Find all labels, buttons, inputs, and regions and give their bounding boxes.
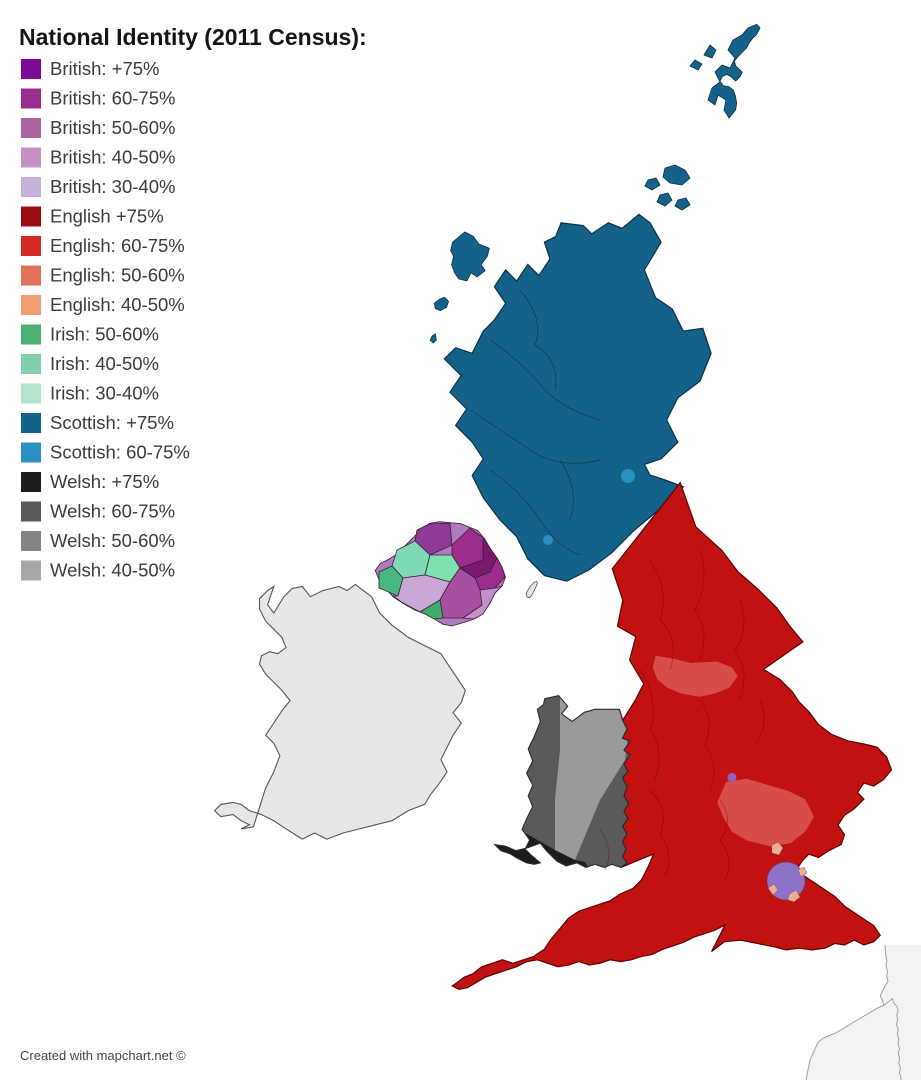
svg-text:British: 40-50%: British: 40-50% bbox=[50, 147, 175, 168]
svg-text:English: 40-50%: English: 40-50% bbox=[50, 294, 185, 315]
svg-text:British: 60-75%: British: 60-75% bbox=[50, 88, 175, 109]
svg-text:Created with mapchart.net ©: Created with mapchart.net © bbox=[20, 1048, 186, 1063]
svg-text:National Identity (2011 Census: National Identity (2011 Census): bbox=[19, 24, 367, 50]
svg-text:English: 50-60%: English: 50-60% bbox=[50, 265, 185, 286]
svg-text:Scottish: +75%: Scottish: +75% bbox=[50, 412, 174, 433]
svg-text:Welsh: 50-60%: Welsh: 50-60% bbox=[50, 530, 175, 551]
svg-text:Scottish: 60-75%: Scottish: 60-75% bbox=[50, 442, 190, 463]
svg-text:British: 50-60%: British: 50-60% bbox=[50, 117, 175, 138]
svg-text:Welsh: +75%: Welsh: +75% bbox=[50, 471, 159, 492]
svg-text:Irish: 40-50%: Irish: 40-50% bbox=[50, 353, 159, 374]
svg-text:Irish: 30-40%: Irish: 30-40% bbox=[50, 383, 159, 404]
svg-text:British: +75%: British: +75% bbox=[50, 58, 160, 79]
svg-text:English +75%: English +75% bbox=[50, 206, 164, 227]
svg-text:English: 60-75%: English: 60-75% bbox=[50, 235, 185, 256]
svg-text:Welsh: 60-75%: Welsh: 60-75% bbox=[50, 501, 175, 522]
svg-text:Welsh: 40-50%: Welsh: 40-50% bbox=[50, 560, 175, 581]
svg-text:British: 30-40%: British: 30-40% bbox=[50, 176, 175, 197]
svg-text:Irish: 50-60%: Irish: 50-60% bbox=[50, 324, 159, 345]
